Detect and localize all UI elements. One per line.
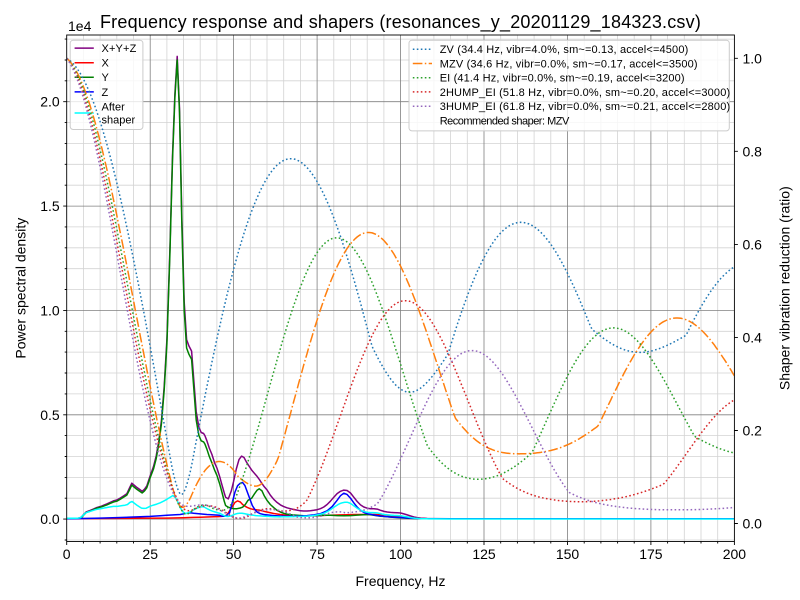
svg-text:ZV (34.4 Hz, vibr=4.0%, sm~=0.: ZV (34.4 Hz, vibr=4.0%, sm~=0.13, accel<…: [440, 44, 689, 56]
svg-text:0.8: 0.8: [743, 143, 763, 159]
svg-text:25: 25: [142, 546, 158, 562]
svg-text:0.0: 0.0: [40, 511, 60, 527]
svg-text:1.0: 1.0: [743, 50, 763, 66]
svg-text:X+Y+Z: X+Y+Z: [102, 43, 137, 55]
svg-text:1.0: 1.0: [40, 302, 60, 318]
svg-text:Power spectral density: Power spectral density: [13, 218, 29, 359]
svg-text:0.4: 0.4: [743, 329, 763, 345]
svg-text:50: 50: [226, 546, 242, 562]
svg-text:0.0: 0.0: [743, 516, 763, 532]
svg-text:150: 150: [556, 546, 580, 562]
svg-text:Recommended shaper: MZV: Recommended shaper: MZV: [440, 115, 570, 127]
svg-text:75: 75: [309, 546, 325, 562]
svg-text:1e4: 1e4: [68, 18, 92, 34]
svg-text:0.2: 0.2: [743, 423, 763, 439]
svg-text:100: 100: [389, 546, 413, 562]
svg-text:Frequency response and shapers: Frequency response and shapers (resonanc…: [100, 12, 701, 33]
svg-text:Shaper vibration reduction (ra: Shaper vibration reduction (ratio): [777, 186, 793, 390]
svg-text:Y: Y: [102, 72, 110, 84]
svg-text:X: X: [102, 58, 110, 70]
svg-text:0: 0: [63, 546, 71, 562]
svg-text:0.5: 0.5: [40, 407, 60, 423]
svg-text:shaper: shaper: [102, 114, 136, 126]
svg-text:MZV (34.6 Hz, vibr=0.0%, sm~=0: MZV (34.6 Hz, vibr=0.0%, sm~=0.17, accel…: [440, 58, 698, 70]
svg-text:175: 175: [639, 546, 663, 562]
svg-text:0.6: 0.6: [743, 236, 763, 252]
svg-text:3HUMP_EI (61.8 Hz, vibr=0.0%,: 3HUMP_EI (61.8 Hz, vibr=0.0%, sm~=0.21, …: [440, 101, 731, 113]
svg-text:2.0: 2.0: [40, 94, 60, 110]
svg-text:200: 200: [723, 546, 747, 562]
svg-text:1.5: 1.5: [40, 198, 60, 214]
svg-text:Z: Z: [102, 87, 109, 99]
svg-text:EI (41.4 Hz, vibr=0.0%, sm~=0.: EI (41.4 Hz, vibr=0.0%, sm~=0.19, accel<…: [440, 73, 685, 85]
svg-text:After: After: [102, 101, 126, 113]
svg-text:125: 125: [472, 546, 496, 562]
svg-text:Frequency, Hz: Frequency, Hz: [356, 573, 446, 589]
svg-text:2HUMP_EI (51.8 Hz, vibr=0.0%,: 2HUMP_EI (51.8 Hz, vibr=0.0%, sm~=0.20, …: [440, 87, 731, 99]
